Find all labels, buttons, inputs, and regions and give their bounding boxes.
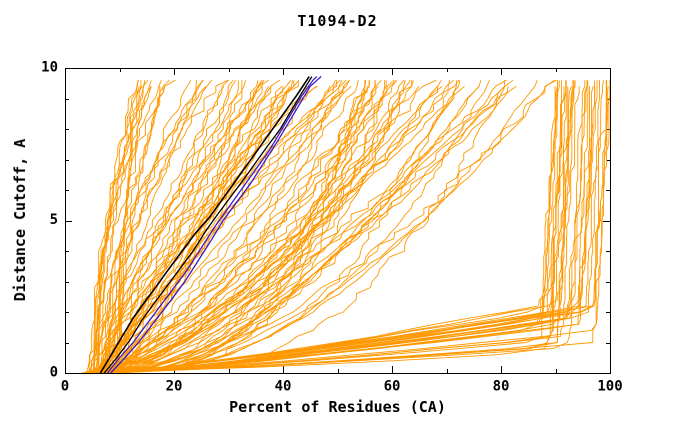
y-axis-label: Distance Cutoff, A bbox=[11, 138, 29, 302]
chart-title: T1094-D2 bbox=[297, 12, 378, 30]
x-axis-label: Percent of Residues (CA) bbox=[229, 398, 446, 416]
